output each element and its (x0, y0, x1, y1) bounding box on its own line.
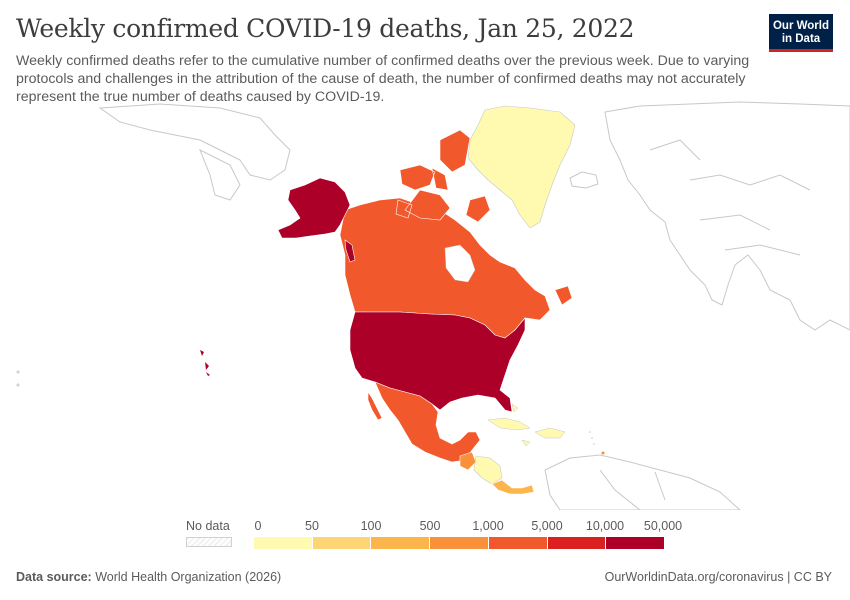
legend-color-bins[interactable] (254, 537, 665, 549)
region-alaska (277, 177, 356, 263)
choropleth-map[interactable] (0, 100, 850, 510)
legend-no-data-swatch[interactable] (186, 537, 232, 547)
siberia-outline-2 (199, 148, 241, 201)
region-costa-rica-panama (491, 479, 535, 495)
data-source: Data source: World Health Organization (… (16, 570, 281, 584)
siberia-outline (98, 103, 291, 181)
hudson-bay (444, 244, 476, 283)
south-america-outline (544, 454, 741, 510)
legend-bin[interactable] (430, 537, 489, 549)
legend-bin[interactable] (547, 537, 607, 549)
legend-tick: 0 (254, 519, 262, 533)
background-landmasses (16, 101, 850, 510)
legend-tick: 500 (419, 519, 441, 533)
chart-title: Weekly confirmed COVID-19 deaths, Jan 25… (16, 14, 635, 43)
footer-url[interactable]: OurWorldinData.org/coronavirus | CC BY (604, 570, 832, 584)
legend-tick: 10,000 (585, 519, 625, 533)
logo-line-1: Our World (772, 20, 829, 32)
logo-line-2: in Data (781, 32, 821, 45)
legend-tick: 50 (305, 519, 319, 533)
region-guatemala (459, 451, 477, 471)
south-america-borders (599, 469, 666, 510)
eurasia-outline (604, 101, 850, 331)
region-newfoundland (554, 285, 573, 306)
eurasia-borders (649, 139, 811, 256)
legend-bin[interactable] (371, 537, 431, 549)
chart-subtitle: Weekly confirmed deaths refer to the cum… (16, 53, 750, 105)
legend-bin[interactable] (606, 537, 665, 549)
owid-logo[interactable]: Our World in Data (769, 14, 833, 52)
region-central-america (473, 455, 503, 485)
legend-no-data-label: No data (186, 519, 230, 533)
legend-tick: 50,000 (643, 519, 683, 533)
legend-bin[interactable] (254, 537, 313, 549)
legend-tick: 5,000 (531, 519, 563, 533)
data-source-text[interactable]: World Health Organization (2026) (95, 570, 282, 584)
iceland-outline (569, 171, 599, 189)
legend-bin[interactable] (488, 537, 548, 549)
region-mexico (367, 381, 481, 463)
region-hawaii (200, 350, 210, 376)
data-source-label: Data source: (16, 570, 92, 584)
legend-tick: 1,000 (472, 519, 504, 533)
lesser-antilles (589, 431, 605, 455)
pacific-island (16, 383, 20, 387)
region-greenland (467, 105, 576, 229)
region-caribbean (487, 403, 566, 447)
pacific-island (16, 370, 20, 374)
legend-bin[interactable] (312, 537, 372, 549)
legend-tick: 100 (360, 519, 382, 533)
region-canada-arctic (395, 129, 491, 223)
